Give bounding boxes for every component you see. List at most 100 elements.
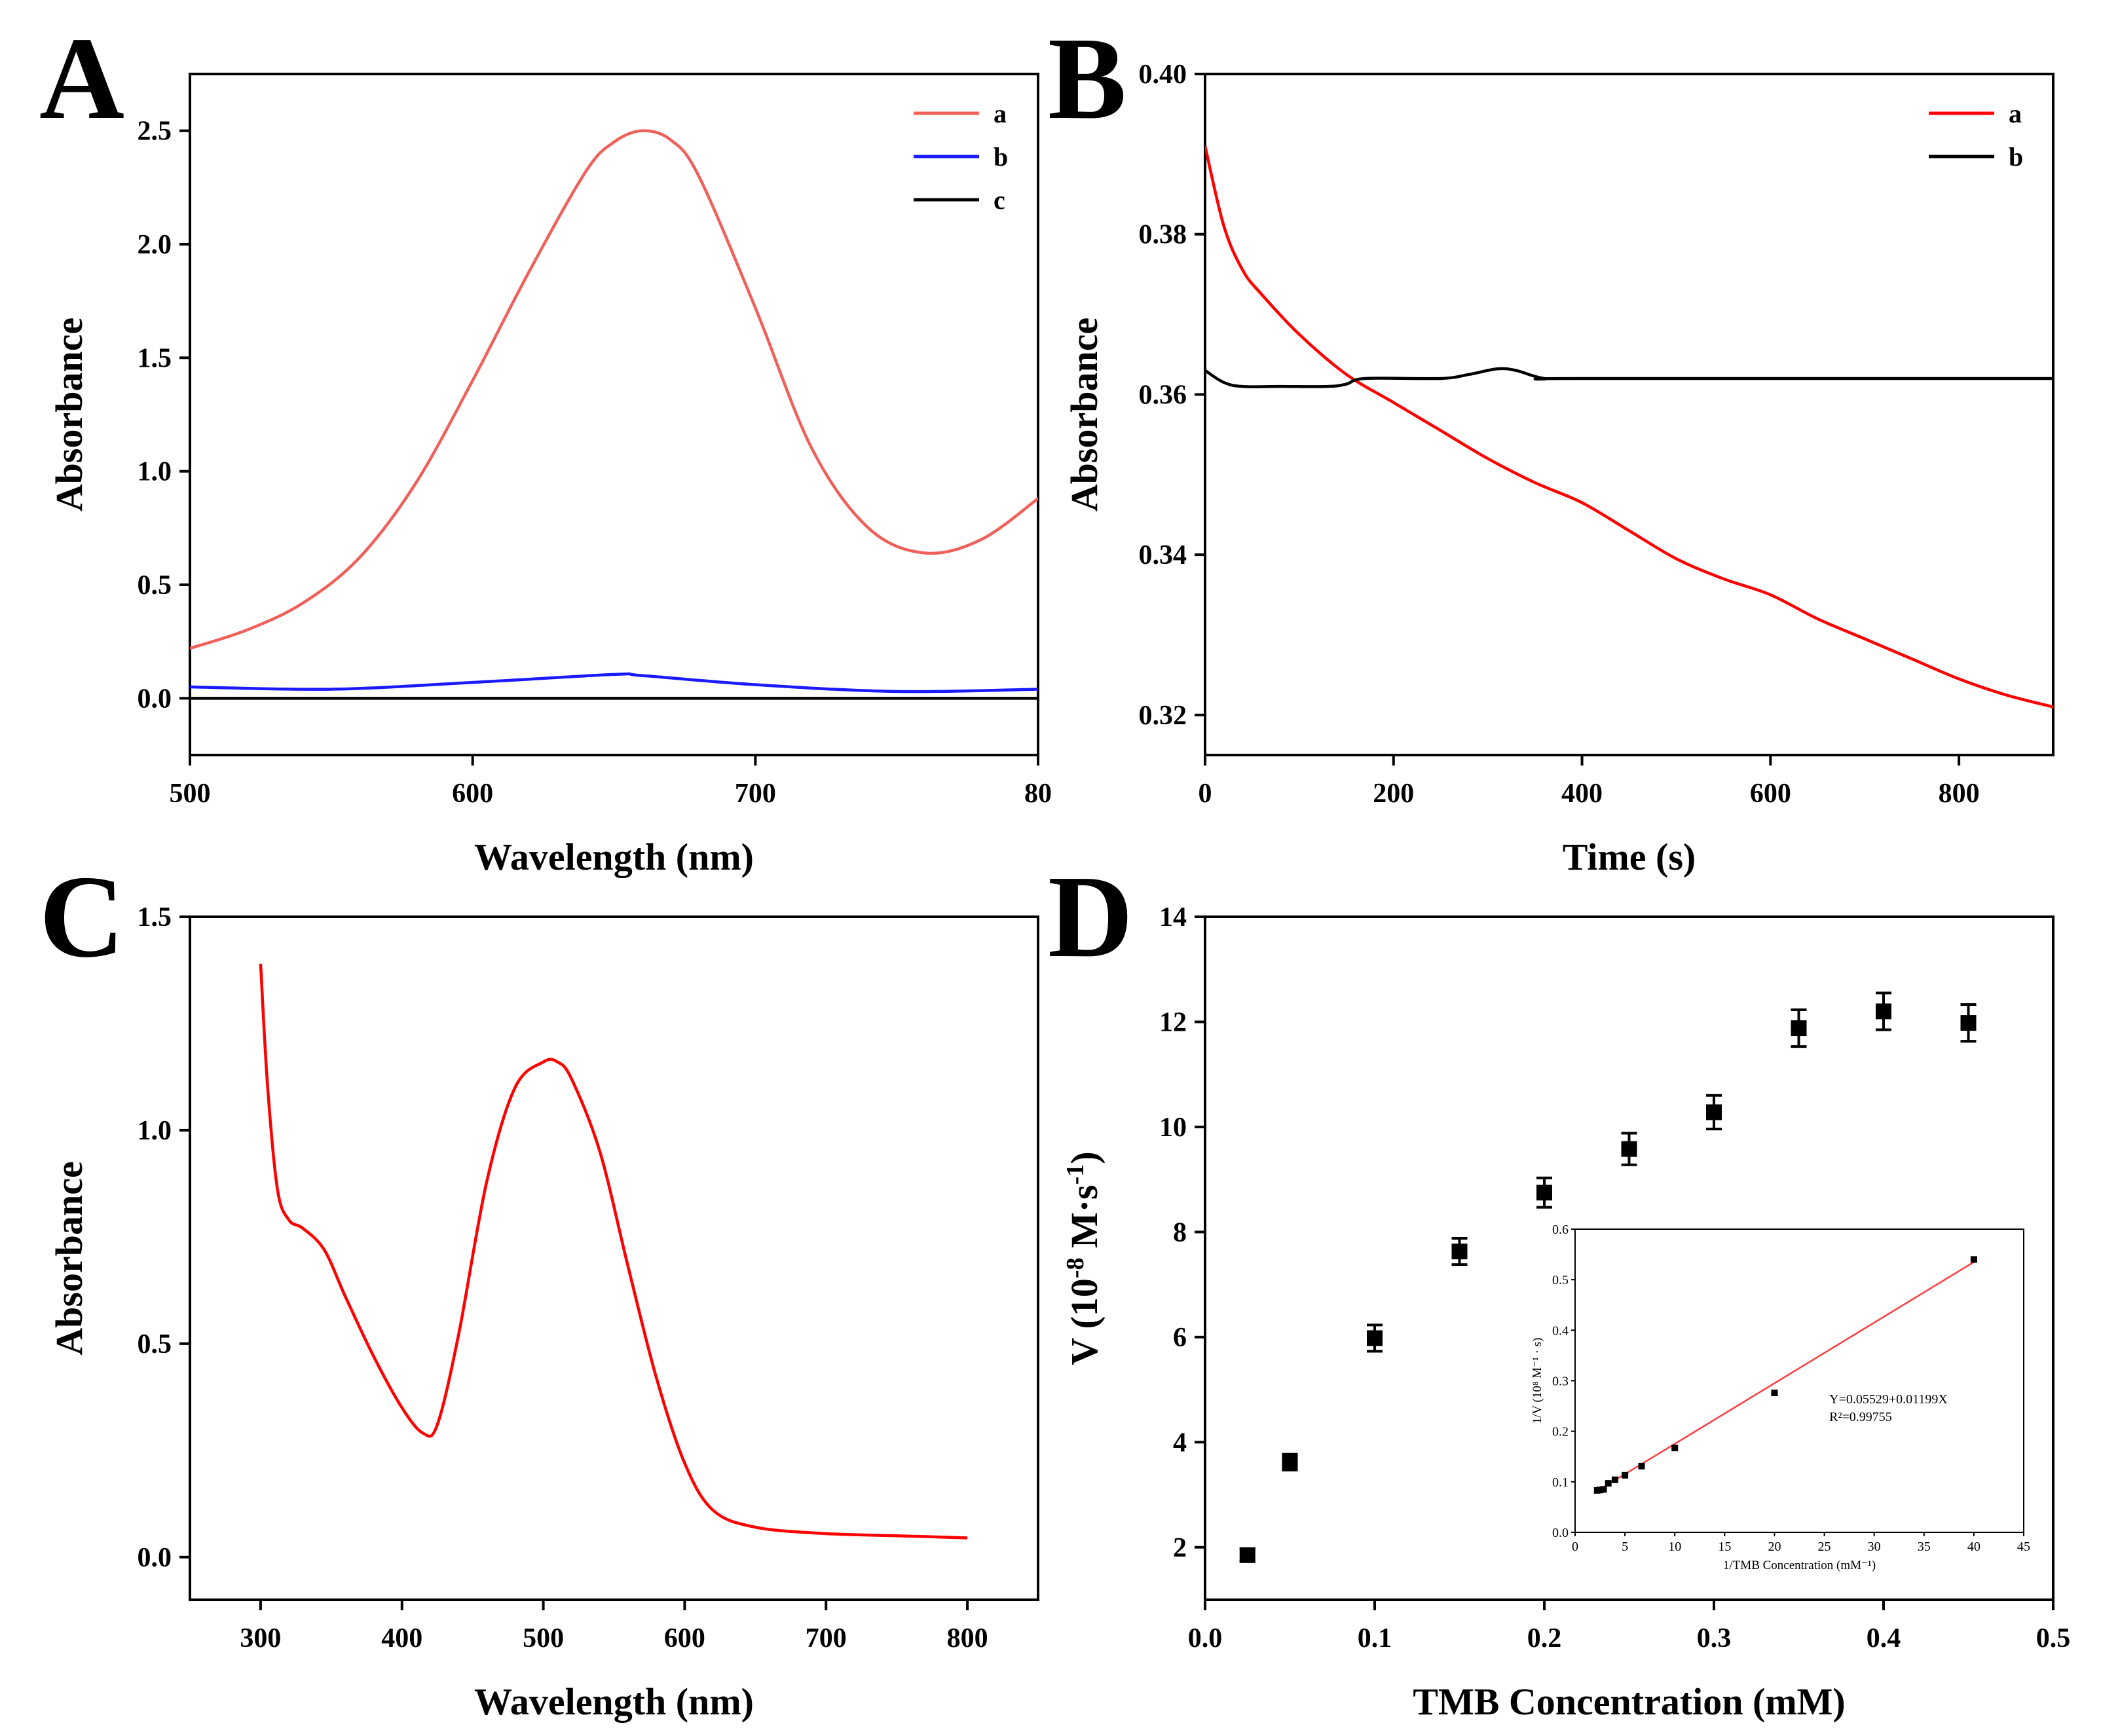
y-tick-label: 0.38 [1139,220,1187,250]
x-tick-label: 200 [1373,779,1414,809]
series-line-b [1205,367,2053,388]
inset-x-tick-label: 15 [1718,1540,1731,1554]
x-tick-label: 0.0 [1188,1623,1223,1653]
axis-title-part: V (10 [1063,1278,1106,1365]
y-tick-label: 1.5 [138,343,172,373]
legend-label-a: a [994,99,1007,128]
inset-data-point [1605,1480,1612,1487]
axis-title-part: Absorbance [48,1161,90,1355]
y-tick-label: 2.5 [138,117,172,147]
series-line-b [190,672,1038,693]
y-tick-label: 14 [1159,902,1187,933]
inset-y-tick-label: 0.1 [1552,1475,1569,1490]
y-axis-title: Absorbance [1063,318,1106,511]
y-tick-label: 0.36 [1139,380,1187,410]
y-tick-label: 2 [1173,1533,1187,1563]
panel-letter: B [1048,13,1126,143]
inset-equation: Y=0.05529+0.01199X [1829,1392,1948,1407]
plot-frame [189,73,1039,756]
y-tick-label: 0.5 [138,1329,172,1359]
x-tick-label: 0.5 [2036,1623,2071,1653]
data-point [1621,1141,1637,1157]
y-tick-label: 0.0 [138,1543,172,1573]
inset-x-tick-label: 20 [1768,1540,1781,1554]
x-tick-label: 500 [523,1623,564,1653]
y-axis-title: V (10-8 M·s-1) [1062,1151,1106,1365]
panel-letter: C [39,851,124,982]
x-tick-label: 0 [1199,779,1212,809]
inset-y-tick-label: 0.6 [1552,1223,1569,1237]
x-tick-label: 600 [452,779,493,809]
y-axis-title: Absorbance [48,1161,90,1355]
x-tick-label: 0.3 [1697,1623,1732,1653]
inset-data-point [1638,1462,1645,1469]
y-tick-label: 12 [1159,1007,1187,1037]
inset-data-point [1622,1471,1629,1479]
y-tick-label: 0.0 [138,684,172,714]
y-tick-label: 1.0 [138,457,172,487]
axis-title-part: ) [1063,1151,1106,1164]
data-point [1876,1003,1891,1020]
axis-title-part: Absorbance [1063,318,1106,511]
data-point [1367,1330,1383,1346]
series-line-spectrum [259,963,968,1540]
inset-x-tick-label: 40 [1967,1540,1980,1554]
inset-chart: 0 5 10 15 20 25 30 35 40 45 0.0 0.1 0.2 0.3 0.4 0.5 0.6 1… [1531,1223,2030,1572]
series-line-a [190,129,1038,650]
y-tick-label: 0.40 [1139,60,1187,90]
y-tick-label: 2.0 [138,230,172,260]
inset-y-tick-label: 0.4 [1552,1323,1569,1338]
inset-data-point [1597,1487,1604,1494]
y-tick-label: 0.5 [138,570,172,600]
inset-data-point [1771,1390,1778,1397]
inset-data-point [1970,1256,1977,1263]
data-point [1239,1547,1255,1563]
y-tick-label: 10 [1159,1113,1187,1143]
legend-label-b: b [2009,142,2023,172]
panel-c: 300 400 500 600 700 800 0.0 0.5 1.0 1.5 Wavelength… [39,851,1039,1723]
inset-y-tick-label: 0.3 [1552,1375,1569,1389]
legend-label-b: b [994,142,1008,172]
panel-b: 0 200 400 600 800 0.32 0.34 0.36 0.38 0.40 Time (s… [1048,13,2055,878]
y-tick-label: 1.0 [138,1116,172,1146]
y-tick-label: 6 [1173,1323,1187,1353]
inset-data-point [1600,1486,1607,1493]
panel-a: 500 600 700 80 0.0 0.5 1.0 1.5 2.0 2.5 Wavelength … [39,13,1052,878]
plot-frame [1204,915,2055,1601]
inset-x-tick-label: 35 [1918,1540,1931,1554]
x-axis-title: Wavelength (nm) [474,1680,754,1723]
legend-label-a: a [2009,99,2022,128]
y-axis-title: Absorbance [48,318,90,511]
inset-data-point [1611,1476,1618,1483]
inset-x-tick-label: 25 [1818,1540,1831,1554]
inset-frame [1574,1228,2024,1533]
data-point [1960,1015,1977,1031]
x-tick-label: 400 [381,1623,422,1653]
inset-x-axis-title: 1/TMB Concentration (mM⁻¹) [1723,1559,1876,1572]
inset-y-axis-title: 1/V (10⁸ M⁻¹ · s) [1531,1338,1544,1424]
inset-x-tick-label: 10 [1668,1540,1681,1554]
inset-r-squared: R²=0.99755 [1829,1410,1892,1424]
plot-frame [1204,73,2055,756]
plot-frame [189,915,1039,1601]
x-tick-label: 0.4 [1867,1623,1901,1653]
data-point [1536,1185,1552,1201]
data-point [1451,1244,1468,1260]
axis-title-part: M·s [1063,1185,1106,1257]
x-tick-label: 800 [1939,779,1980,809]
x-tick-label: 80 [1024,779,1052,809]
inset-y-tick-label: 0.5 [1552,1273,1569,1287]
legend-label-c: c [994,185,1005,215]
panel-d: 0.0 0.1 0.2 0.3 0.4 0.5 2 4 6 8 10 12 14 TMB Concentr… [1048,851,2070,1723]
x-tick-label: 0.2 [1527,1623,1562,1653]
panel-letter: A [39,13,124,143]
x-tick-label: 300 [240,1623,281,1653]
y-tick-label: 4 [1173,1428,1187,1458]
inset-y-tick-label: 0.0 [1552,1526,1569,1540]
x-axis-title: Wavelength (nm) [474,836,754,878]
data-point [1791,1020,1807,1037]
x-tick-label: 600 [664,1623,705,1653]
x-tick-label: 0.1 [1358,1623,1392,1653]
axis-title-part: Absorbance [48,318,90,511]
